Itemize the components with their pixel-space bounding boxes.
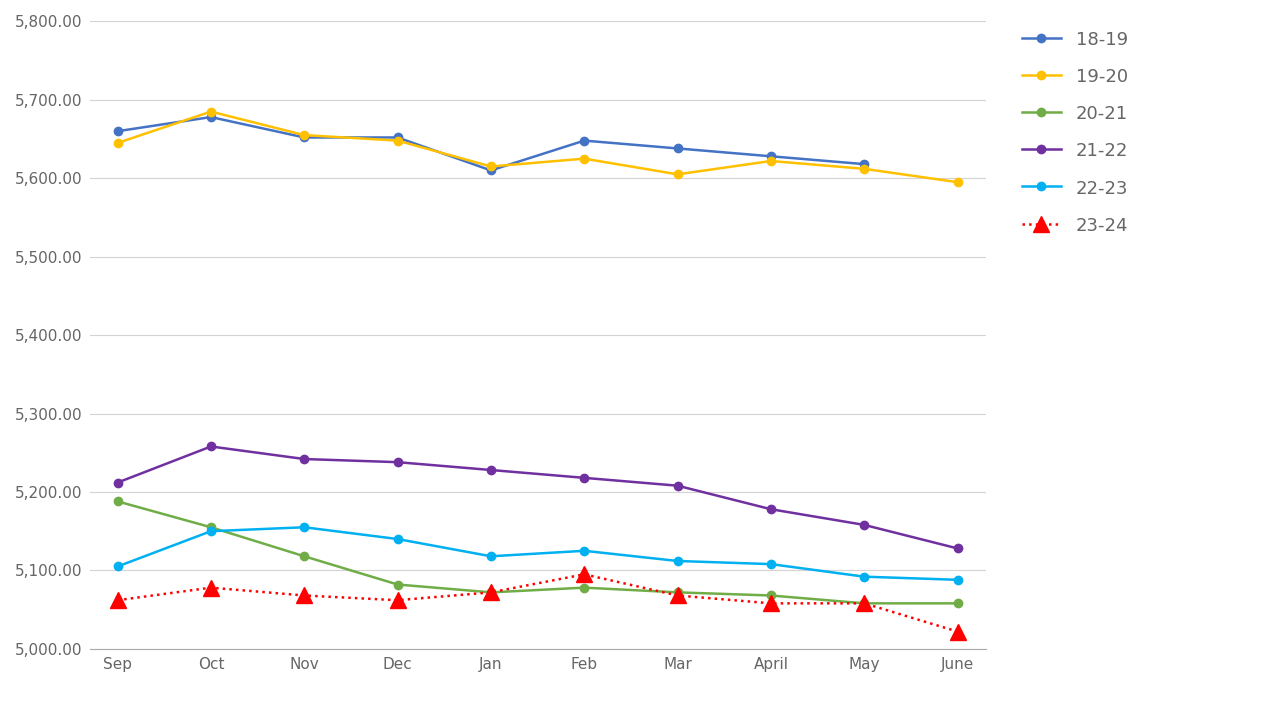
23-24 — [484, 588, 499, 597]
19-20 — [950, 178, 965, 186]
21-22 — [669, 481, 685, 490]
Line: 22-23: 22-23 — [114, 523, 961, 584]
21-22 — [950, 544, 965, 553]
18-19 — [204, 113, 219, 121]
21-22 — [484, 466, 499, 474]
23-24 — [297, 591, 312, 600]
21-22 — [204, 442, 219, 451]
19-20 — [110, 138, 125, 147]
18-19 — [297, 133, 312, 142]
21-22 — [110, 478, 125, 487]
22-23 — [763, 560, 778, 568]
Line: 19-20: 19-20 — [114, 108, 961, 186]
19-20 — [390, 136, 406, 145]
20-21 — [576, 583, 591, 592]
21-22 — [763, 505, 778, 513]
18-19 — [484, 166, 499, 175]
18-19 — [390, 133, 406, 142]
23-24 — [763, 599, 778, 607]
18-19 — [669, 144, 685, 153]
20-21 — [763, 591, 778, 600]
Line: 23-24: 23-24 — [110, 567, 965, 640]
18-19 — [576, 136, 591, 145]
20-21 — [669, 588, 685, 597]
18-19 — [110, 127, 125, 135]
18-19 — [856, 160, 872, 168]
19-20 — [576, 154, 591, 163]
20-21 — [390, 580, 406, 589]
22-23 — [856, 573, 872, 581]
Line: 20-21: 20-21 — [114, 497, 961, 607]
22-23 — [484, 552, 499, 560]
20-21 — [204, 523, 219, 532]
20-21 — [110, 497, 125, 506]
Line: 21-22: 21-22 — [114, 442, 961, 553]
20-21 — [856, 599, 872, 607]
19-20 — [669, 170, 685, 179]
22-23 — [669, 557, 685, 565]
22-23 — [204, 527, 219, 535]
23-24 — [390, 596, 406, 605]
18-19 — [763, 152, 778, 160]
19-20 — [763, 157, 778, 165]
20-21 — [484, 588, 499, 597]
21-22 — [390, 458, 406, 466]
23-24 — [950, 627, 965, 636]
23-24 — [669, 591, 685, 600]
21-22 — [856, 520, 872, 529]
Legend: 18-19, 19-20, 20-21, 21-22, 22-23, 23-24: 18-19, 19-20, 20-21, 21-22, 22-23, 23-24 — [1021, 31, 1128, 235]
22-23 — [110, 562, 125, 570]
19-20 — [204, 107, 219, 116]
21-22 — [297, 455, 312, 463]
19-20 — [297, 130, 312, 139]
22-23 — [297, 523, 312, 532]
21-22 — [576, 473, 591, 482]
22-23 — [576, 546, 591, 555]
20-21 — [950, 599, 965, 607]
Line: 18-19: 18-19 — [114, 113, 868, 175]
23-24 — [204, 583, 219, 592]
23-24 — [110, 596, 125, 605]
23-24 — [856, 599, 872, 607]
23-24 — [576, 570, 591, 579]
19-20 — [856, 165, 872, 173]
20-21 — [297, 552, 312, 560]
19-20 — [484, 163, 499, 171]
22-23 — [390, 535, 406, 543]
22-23 — [950, 575, 965, 584]
